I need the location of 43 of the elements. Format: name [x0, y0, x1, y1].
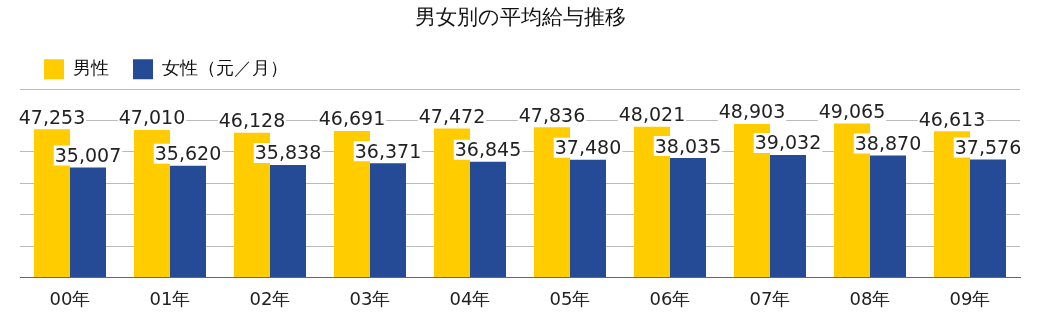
bar [870, 155, 906, 277]
x-tick-label: 04年 [449, 287, 491, 309]
data-label: 46,691 [318, 107, 386, 130]
bar [370, 163, 406, 277]
x-tick-label: 08年 [849, 287, 891, 309]
data-label: 48,903 [718, 100, 786, 123]
bar [570, 159, 606, 277]
legend-label: 男性 [73, 56, 109, 78]
data-label: 46,128 [218, 109, 286, 132]
data-label: 48,021 [618, 103, 686, 126]
data-label: 38,870 [854, 131, 922, 154]
data-label: 46,613 [918, 107, 986, 130]
data-label: 35,838 [254, 141, 322, 164]
data-label: 36,845 [454, 138, 522, 161]
data-label: 47,472 [418, 104, 486, 127]
x-tick-label: 03年 [349, 287, 391, 309]
bar [970, 159, 1006, 277]
data-label: 47,836 [518, 103, 586, 126]
bar [470, 161, 506, 277]
x-tick-label: 00年 [49, 287, 91, 309]
data-label: 36,371 [354, 139, 422, 162]
bar [770, 154, 806, 277]
bar [270, 164, 306, 277]
data-label: 38,035 [654, 134, 722, 157]
x-tick-label: 05年 [549, 287, 591, 309]
data-label: 49,065 [818, 99, 886, 122]
x-tick-label: 06年 [649, 287, 691, 309]
legend-label: 女性（元／月） [162, 56, 288, 78]
data-label: 47,010 [118, 106, 186, 129]
x-tick-label: 02年 [249, 287, 291, 309]
data-label: 35,007 [54, 144, 122, 167]
chart-title: 男女別の平均給与推移 [414, 5, 626, 30]
data-label: 47,253 [18, 105, 86, 128]
bar [170, 165, 206, 277]
data-label: 37,576 [954, 135, 1022, 158]
bar [70, 167, 106, 277]
x-tick-label: 07年 [749, 287, 791, 309]
data-label: 37,480 [554, 136, 622, 159]
data-label: 39,032 [754, 131, 822, 154]
bar [670, 158, 706, 277]
x-tick-label: 09年 [949, 287, 991, 309]
x-tick-label: 01年 [149, 287, 191, 309]
data-label: 35,620 [154, 142, 222, 165]
